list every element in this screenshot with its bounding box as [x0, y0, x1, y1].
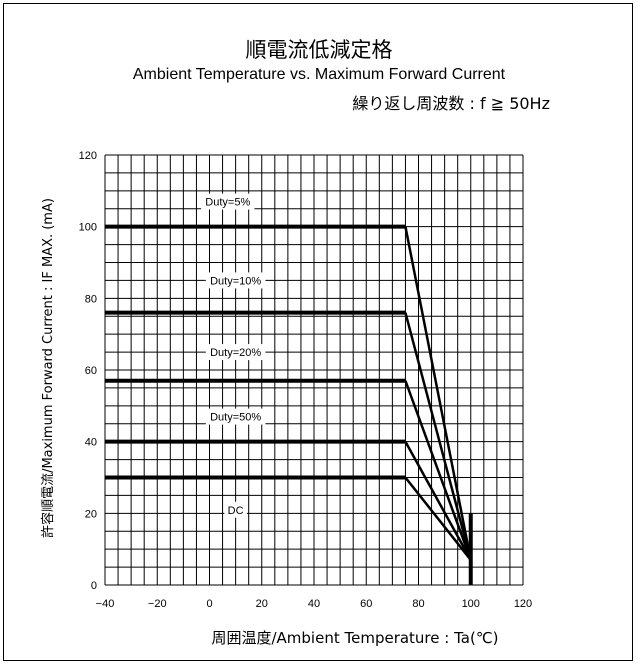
- series-annotation: DC: [228, 505, 244, 517]
- y-tick-label: 60: [85, 365, 97, 377]
- series-slope: [404, 380, 472, 561]
- series-annotation: Duty=10%: [210, 275, 261, 287]
- annotation-box: [224, 501, 247, 518]
- x-tick-labels: −40 −20 0 20 40 60 80 100 120: [96, 598, 533, 610]
- x-tick-label: 40: [308, 598, 320, 610]
- x-tick-label: −20: [148, 598, 167, 610]
- chart-subtitle: Ambient Temperature vs. Maximum Forward …: [132, 66, 506, 83]
- series-slope: [404, 226, 472, 561]
- series-annotation: Duty=20%: [210, 347, 261, 359]
- annotations: Duty=5% Duty=10% Duty=20% Duty=50% DC: [201, 193, 266, 518]
- x-tick-label: 120: [514, 598, 532, 610]
- chart-frame: [3, 3, 633, 661]
- series-annotation: Duty=50%: [210, 412, 261, 424]
- x-axis-label: 周囲温度/Ambient Temperature : Ta(℃): [211, 629, 498, 647]
- y-tick-label: 40: [85, 437, 97, 449]
- x-tick-label: 80: [412, 598, 424, 610]
- chart-condition: 繰り返し周波数 : f ≧ 50Hz: [352, 94, 550, 113]
- x-tick-label: 0: [206, 598, 212, 610]
- series-annotation: Duty=5%: [205, 197, 250, 209]
- x-tick-label: 20: [256, 598, 268, 610]
- annotation-box: [205, 344, 266, 361]
- chart-title: 順電流低減定格: [245, 38, 393, 62]
- annotation-box: [205, 408, 266, 425]
- y-tick-label: 120: [79, 150, 97, 162]
- annotation-box: [205, 272, 266, 289]
- x-tick-label: 60: [360, 598, 372, 610]
- annotation-box: [201, 193, 255, 210]
- y-tick-label: 20: [85, 508, 97, 520]
- y-tick-labels: 0 20 40 60 80 100 120: [79, 150, 97, 592]
- y-tick-label: 100: [79, 222, 97, 234]
- series-slope: [404, 441, 472, 561]
- series-slope: [404, 312, 472, 561]
- y-tick-label: 0: [91, 580, 97, 592]
- y-tick-label: 80: [85, 293, 97, 305]
- series-lines: [105, 224, 473, 585]
- x-tick-label: −40: [96, 598, 115, 610]
- series-slope: [404, 476, 472, 561]
- y-axis-label: 許容順電流/Maximum Forward Current : IF MAX. …: [40, 198, 56, 538]
- x-tick-label: 100: [462, 598, 480, 610]
